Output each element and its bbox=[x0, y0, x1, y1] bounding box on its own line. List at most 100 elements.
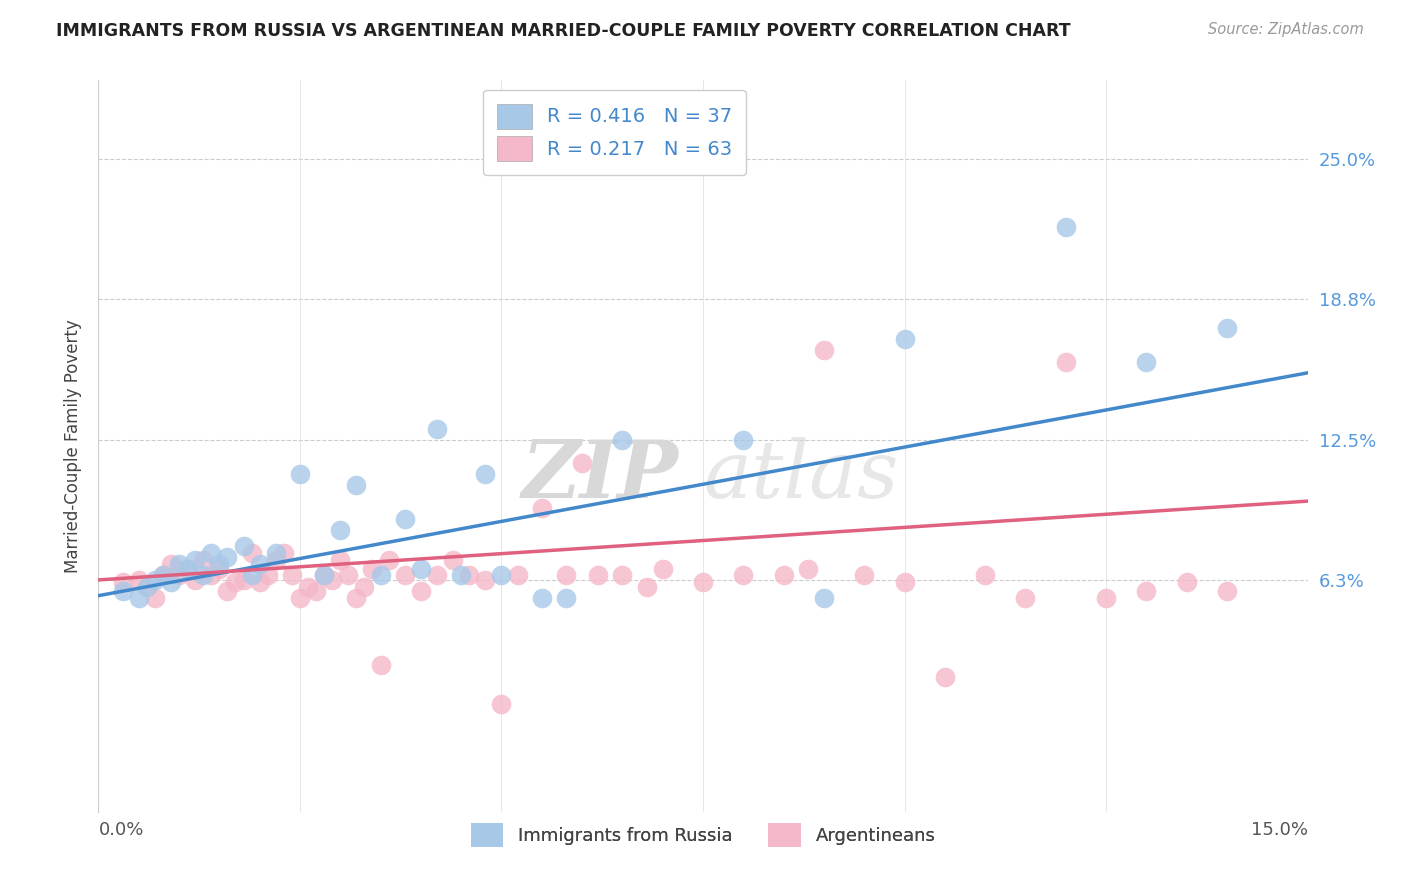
Point bbox=[240, 546, 263, 560]
Point bbox=[297, 580, 319, 594]
Point bbox=[344, 478, 367, 492]
Point bbox=[377, 552, 399, 566]
Point bbox=[167, 557, 190, 571]
Text: ZIP: ZIP bbox=[522, 436, 679, 514]
Point bbox=[143, 591, 166, 605]
Point bbox=[409, 562, 432, 576]
Point bbox=[370, 658, 392, 673]
Text: Source: ZipAtlas.com: Source: ZipAtlas.com bbox=[1208, 22, 1364, 37]
Y-axis label: Married-Couple Family Poverty: Married-Couple Family Poverty bbox=[63, 319, 82, 573]
Point bbox=[1014, 591, 1036, 605]
Point bbox=[426, 422, 449, 436]
Point bbox=[934, 670, 956, 684]
Point bbox=[612, 434, 634, 448]
Point bbox=[370, 568, 392, 582]
Point bbox=[329, 524, 352, 538]
Point bbox=[813, 343, 835, 358]
Point bbox=[1216, 321, 1239, 335]
Point bbox=[893, 332, 915, 346]
Point bbox=[184, 552, 207, 566]
Point bbox=[636, 580, 658, 594]
Point bbox=[571, 456, 593, 470]
Text: 0.0%: 0.0% bbox=[98, 821, 143, 838]
Point bbox=[208, 562, 231, 576]
Point bbox=[288, 591, 311, 605]
Point bbox=[264, 552, 287, 566]
Point bbox=[281, 568, 304, 582]
Point bbox=[176, 562, 198, 576]
Point bbox=[232, 573, 254, 587]
Point bbox=[224, 575, 246, 590]
Point bbox=[305, 584, 328, 599]
Point bbox=[555, 568, 578, 582]
Text: 15.0%: 15.0% bbox=[1250, 821, 1308, 838]
Point bbox=[458, 568, 481, 582]
Point bbox=[491, 568, 513, 582]
Point bbox=[853, 568, 876, 582]
Point bbox=[329, 552, 352, 566]
Point bbox=[314, 568, 336, 582]
Point bbox=[409, 584, 432, 599]
Point bbox=[586, 568, 609, 582]
Text: IMMIGRANTS FROM RUSSIA VS ARGENTINEAN MARRIED-COUPLE FAMILY POVERTY CORRELATION : IMMIGRANTS FROM RUSSIA VS ARGENTINEAN MA… bbox=[56, 22, 1071, 40]
Point bbox=[217, 584, 239, 599]
Point bbox=[1135, 354, 1157, 368]
Point bbox=[344, 591, 367, 605]
Point bbox=[361, 562, 384, 576]
Point bbox=[441, 552, 464, 566]
Point bbox=[128, 573, 150, 587]
Point bbox=[1095, 591, 1118, 605]
Point bbox=[184, 573, 207, 587]
Point bbox=[1135, 584, 1157, 599]
Point bbox=[772, 568, 794, 582]
Point bbox=[128, 591, 150, 605]
Point bbox=[651, 562, 673, 576]
Point bbox=[1054, 219, 1077, 234]
Point bbox=[321, 573, 343, 587]
Point bbox=[813, 591, 835, 605]
Point bbox=[474, 573, 496, 587]
Point bbox=[176, 562, 198, 576]
Point bbox=[474, 467, 496, 482]
Point bbox=[733, 434, 755, 448]
Point bbox=[208, 557, 231, 571]
Point bbox=[111, 575, 134, 590]
Point bbox=[394, 512, 416, 526]
Point bbox=[426, 568, 449, 582]
Point bbox=[288, 467, 311, 482]
Point bbox=[135, 580, 157, 594]
Point bbox=[273, 546, 295, 560]
Point bbox=[217, 550, 239, 565]
Point bbox=[733, 568, 755, 582]
Point bbox=[612, 568, 634, 582]
Point bbox=[530, 591, 553, 605]
Point bbox=[167, 568, 190, 582]
Point bbox=[160, 557, 183, 571]
Point bbox=[160, 575, 183, 590]
Point bbox=[491, 697, 513, 711]
Point bbox=[152, 568, 174, 582]
Point bbox=[555, 591, 578, 605]
Point bbox=[1054, 354, 1077, 368]
Point bbox=[450, 568, 472, 582]
Point bbox=[111, 584, 134, 599]
Point bbox=[1216, 584, 1239, 599]
Point bbox=[314, 568, 336, 582]
Point bbox=[506, 568, 529, 582]
Point bbox=[232, 539, 254, 553]
Point bbox=[530, 500, 553, 515]
Point bbox=[692, 575, 714, 590]
Point bbox=[193, 568, 215, 582]
Point bbox=[256, 568, 278, 582]
Point bbox=[200, 568, 222, 582]
Text: atlas: atlas bbox=[703, 436, 898, 514]
Point bbox=[249, 575, 271, 590]
Point bbox=[264, 546, 287, 560]
Point bbox=[353, 580, 375, 594]
Point bbox=[974, 568, 997, 582]
Point bbox=[249, 557, 271, 571]
Point bbox=[152, 568, 174, 582]
Point bbox=[1175, 575, 1198, 590]
Point bbox=[143, 573, 166, 587]
Point bbox=[200, 546, 222, 560]
